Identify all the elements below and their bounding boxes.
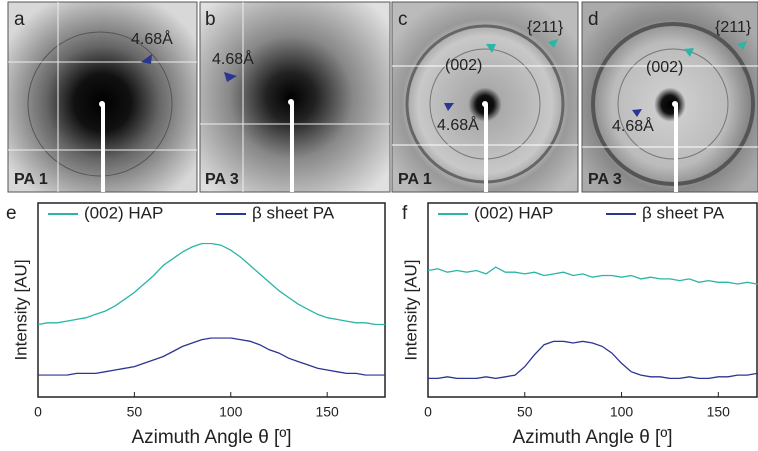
panel-label: f [402, 203, 408, 224]
x-tick-label: 100 [610, 404, 634, 420]
y-axis-label: Intensity [AU] [11, 259, 30, 360]
data-line [428, 267, 758, 286]
x-tick-label: 150 [315, 404, 339, 420]
x-tick-label: 50 [517, 404, 533, 420]
annotation: 4.68Å [212, 49, 254, 68]
data-line [428, 341, 758, 378]
sample-label: PA 3 [205, 171, 239, 188]
panel-images [7, 1, 758, 193]
panel-label: c [398, 9, 408, 30]
annotation: (002) [445, 57, 482, 74]
sample-label: PA 3 [588, 171, 622, 188]
sample-label: PA 1 [398, 171, 432, 188]
x-axis-label: Azimuth Angle θ [º] [131, 427, 291, 448]
panel-label: a [14, 9, 25, 30]
annotation: 4.68Å [612, 116, 654, 135]
x-tick-label: 150 [707, 404, 731, 420]
annotation: {211} [527, 19, 564, 36]
data-line [38, 338, 385, 375]
panel-label: b [205, 9, 216, 30]
legend-label: (002) HAP [84, 203, 163, 222]
legend-label: β sheet PA [252, 203, 335, 222]
plot-frame [427, 202, 758, 398]
y-axis-label: Intensity [AU] [401, 259, 420, 360]
annotation: 4.68Å [437, 115, 479, 134]
annotation: 4.68Å [131, 29, 173, 48]
annotation: (002) [646, 59, 683, 76]
plot-frame [37, 202, 386, 398]
x-tick-label: 50 [127, 404, 143, 420]
annotation: {211} [715, 19, 752, 36]
x-tick-label: 0 [424, 404, 432, 420]
legend-label: (002) HAP [474, 203, 553, 222]
x-axis-label: Azimuth Angle θ [º] [512, 427, 672, 448]
data-line [38, 244, 385, 325]
x-tick-label: 0 [34, 404, 42, 420]
legend-label: β sheet PA [642, 203, 725, 222]
sample-label: PA 1 [14, 171, 48, 188]
panel-label: d [588, 9, 599, 30]
x-tick-label: 100 [219, 404, 243, 420]
panel-label: e [6, 203, 17, 224]
